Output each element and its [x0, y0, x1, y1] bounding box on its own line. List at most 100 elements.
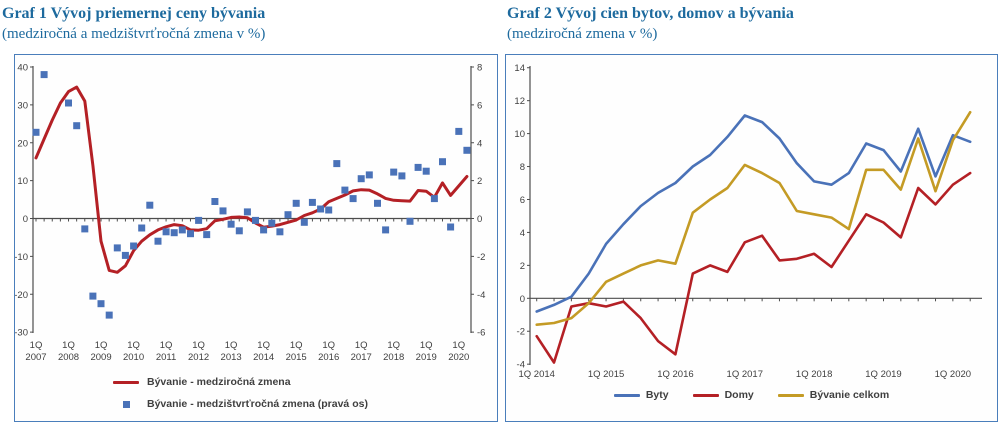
- graf1-legend: Bývanie - medziročná zmena Bývanie - med…: [111, 371, 368, 415]
- x-axis-label-quarter: 1Q: [95, 340, 108, 351]
- graf2-legend-label-byty: Byty: [645, 389, 669, 401]
- x-axis-label-quarter: 1Q: [387, 340, 400, 351]
- x-axis-label: 1Q 2018: [796, 369, 832, 380]
- series-point-byvanie-medzistvrtrocna: [292, 199, 300, 207]
- x-axis-label: 1Q 2016: [657, 369, 693, 380]
- series-point-byvanie-medzistvrtrocna: [187, 230, 194, 238]
- x-axis-label-year: 2009: [90, 352, 111, 363]
- right-axis-tick-label: 8: [477, 63, 482, 74]
- x-axis-label-quarter: 1Q: [62, 340, 75, 351]
- graf1-chart-svg: 403020100-10-20-3086420-2-4-61Q20071Q200…: [15, 63, 485, 364]
- series-point-byvanie-medzistvrtrocna: [333, 160, 341, 168]
- graf2-legend-label-byvanie: Bývanie celkom: [809, 389, 890, 401]
- x-axis-label-year: 2017: [351, 352, 372, 363]
- series-line-byvanie-medzirocna: [34, 85, 469, 274]
- series-point-byvanie-medzistvrtrocna: [398, 172, 406, 180]
- graf2-subtitle: (medziročná zmena v %): [507, 26, 658, 42]
- series-point-byvanie-medzistvrtrocna: [430, 195, 438, 203]
- series-point-byvanie-medzistvrtrocna: [211, 198, 219, 205]
- y-axis-tick-label: -4: [517, 360, 525, 371]
- right-axis-tick-label: -6: [477, 328, 485, 339]
- series-point-byvanie-medzistvrtrocna: [40, 71, 48, 79]
- series-point-byvanie-medzistvrtrocna: [65, 99, 72, 107]
- series-point-byvanie-medzistvrtrocna: [81, 225, 89, 233]
- series-point-byvanie-medzistvrtrocna: [203, 231, 211, 239]
- series-point-byvanie-medzistvrtrocna: [154, 237, 162, 245]
- series-point-byvanie-medzistvrtrocna: [325, 206, 333, 214]
- series-point-byvanie-medzistvrtrocna: [178, 226, 186, 234]
- series-point-byvanie-medzistvrtrocna: [422, 167, 430, 175]
- x-axis-label-year: 2014: [253, 352, 274, 363]
- x-axis-label-year: 2020: [448, 352, 469, 363]
- series-point-byvanie-medzistvrtrocna: [105, 311, 113, 319]
- series-point-byvanie-medzistvrtrocna: [268, 219, 276, 227]
- series-point-byvanie-medzistvrtrocna: [406, 217, 414, 225]
- series-point-byvanie-medzistvrtrocna: [170, 229, 178, 237]
- x-axis-label-year: 2016: [318, 352, 339, 363]
- x-axis-label-year: 2012: [188, 352, 209, 363]
- series-point-byvanie-medzistvrtrocna: [300, 218, 308, 226]
- series-point-byvanie-medzistvrtrocna: [130, 242, 138, 250]
- left-axis-tick-label: -20: [15, 290, 28, 301]
- graf2-legend-item-domy: Domy: [692, 389, 754, 401]
- series-point-byvanie-medzistvrtrocna: [390, 168, 398, 176]
- y-axis-tick-label: 4: [520, 228, 525, 239]
- x-axis-label-year: 2007: [25, 352, 46, 363]
- x-axis-label-quarter: 1Q: [30, 340, 43, 351]
- y-axis-tick-label: 6: [520, 195, 525, 206]
- series-point-byvanie-medzistvrtrocna: [455, 127, 463, 135]
- graf1-title-block: Graf 1 Vývoj priemernej ceny bývania (me…: [2, 3, 265, 45]
- series-point-byvanie-medzistvrtrocna: [365, 171, 373, 179]
- blue-square-legend-icon: [111, 400, 141, 408]
- x-axis-label-quarter: 1Q: [355, 340, 368, 351]
- series-point-byvanie-medzistvrtrocna: [447, 223, 455, 231]
- x-axis-label-year: 2019: [416, 352, 437, 363]
- left-axis-tick-label: 30: [17, 100, 28, 111]
- series-point-byvanie-medzistvrtrocna: [227, 220, 235, 228]
- x-axis-label-quarter: 1Q: [420, 340, 433, 351]
- right-axis-tick-label: 2: [477, 176, 482, 187]
- series-point-byvanie-medzistvrtrocna: [357, 175, 365, 183]
- x-axis-label-year: 2011: [156, 352, 176, 363]
- series-point-byvanie-medzistvrtrocna: [73, 122, 81, 130]
- series-point-byvanie-medzistvrtrocna: [138, 224, 146, 232]
- graf2-legend: Byty Domy Bývanie celkom: [506, 389, 997, 401]
- x-axis-label-year: 2018: [383, 352, 404, 363]
- graf2-legend-item-byty: Byty: [613, 389, 669, 401]
- red-line-legend-icon: [692, 393, 719, 397]
- series-point-byvanie-medzistvrtrocna: [32, 128, 40, 136]
- red-line-legend-icon: [111, 380, 141, 384]
- series-point-byvanie-medzistvrtrocna: [463, 146, 471, 154]
- right-axis-tick-label: -4: [477, 290, 485, 301]
- y-axis-tick-label: 0: [520, 294, 525, 305]
- graf1-chart-panel: 40 30 20 10 0 -10 -20 -30 8 6 4 2 0 -2 -4 -6 1Q 2007 1Q 200…: [14, 54, 498, 422]
- series-point-byvanie-medzistvrtrocna: [195, 216, 203, 224]
- x-axis-label: 1Q 2017: [727, 369, 763, 380]
- series-point-byvanie-medzistvrtrocna: [414, 163, 422, 171]
- series-point-byvanie-medzistvrtrocna: [252, 216, 259, 224]
- x-axis-label: 1Q 2014: [518, 369, 554, 380]
- x-axis-label-quarter: 1Q: [290, 340, 303, 351]
- right-axis-tick-label: -2: [477, 252, 485, 263]
- graf2-chart-panel: 14 12 10 8 6 4 2 0 -2 -4 1Q 2014 1Q 2015 1Q 2016 1Q 2…: [505, 54, 998, 422]
- x-axis-label-quarter: 1Q: [257, 340, 270, 351]
- graf1-legend-item-yoy: Bývanie - medziročná zmena: [111, 371, 368, 393]
- left-axis-tick-label: -30: [15, 328, 28, 339]
- series-point-byvanie-medzistvrtrocna: [284, 211, 292, 219]
- series-point-byvanie-medzistvrtrocna: [439, 158, 446, 166]
- graf2-title-block: Graf 2 Vývoj cien bytov, domov a bývania…: [507, 3, 794, 45]
- series-line-domy: [535, 171, 972, 364]
- series-point-byvanie-medzistvrtrocna: [97, 300, 105, 308]
- y-axis-tick-label: 8: [520, 162, 525, 173]
- series-point-byvanie-medzistvrtrocna: [308, 198, 316, 206]
- series-point-byvanie-medzistvrtrocna: [374, 199, 381, 207]
- x-axis-label-quarter: 1Q: [452, 340, 465, 351]
- graf1-legend-label-qoq: Bývanie - medzištvrťročná zmena (pravá o…: [147, 398, 368, 410]
- left-axis-tick-label: 0: [23, 214, 28, 225]
- x-axis-label-quarter: 1Q: [322, 340, 335, 351]
- graf2-title: Graf 2 Vývoj cien bytov, domov a bývania: [507, 5, 794, 22]
- x-axis-label-quarter: 1Q: [225, 340, 238, 351]
- series-point-byvanie-medzistvrtrocna: [219, 207, 227, 215]
- x-axis-label-year: 2013: [221, 352, 242, 363]
